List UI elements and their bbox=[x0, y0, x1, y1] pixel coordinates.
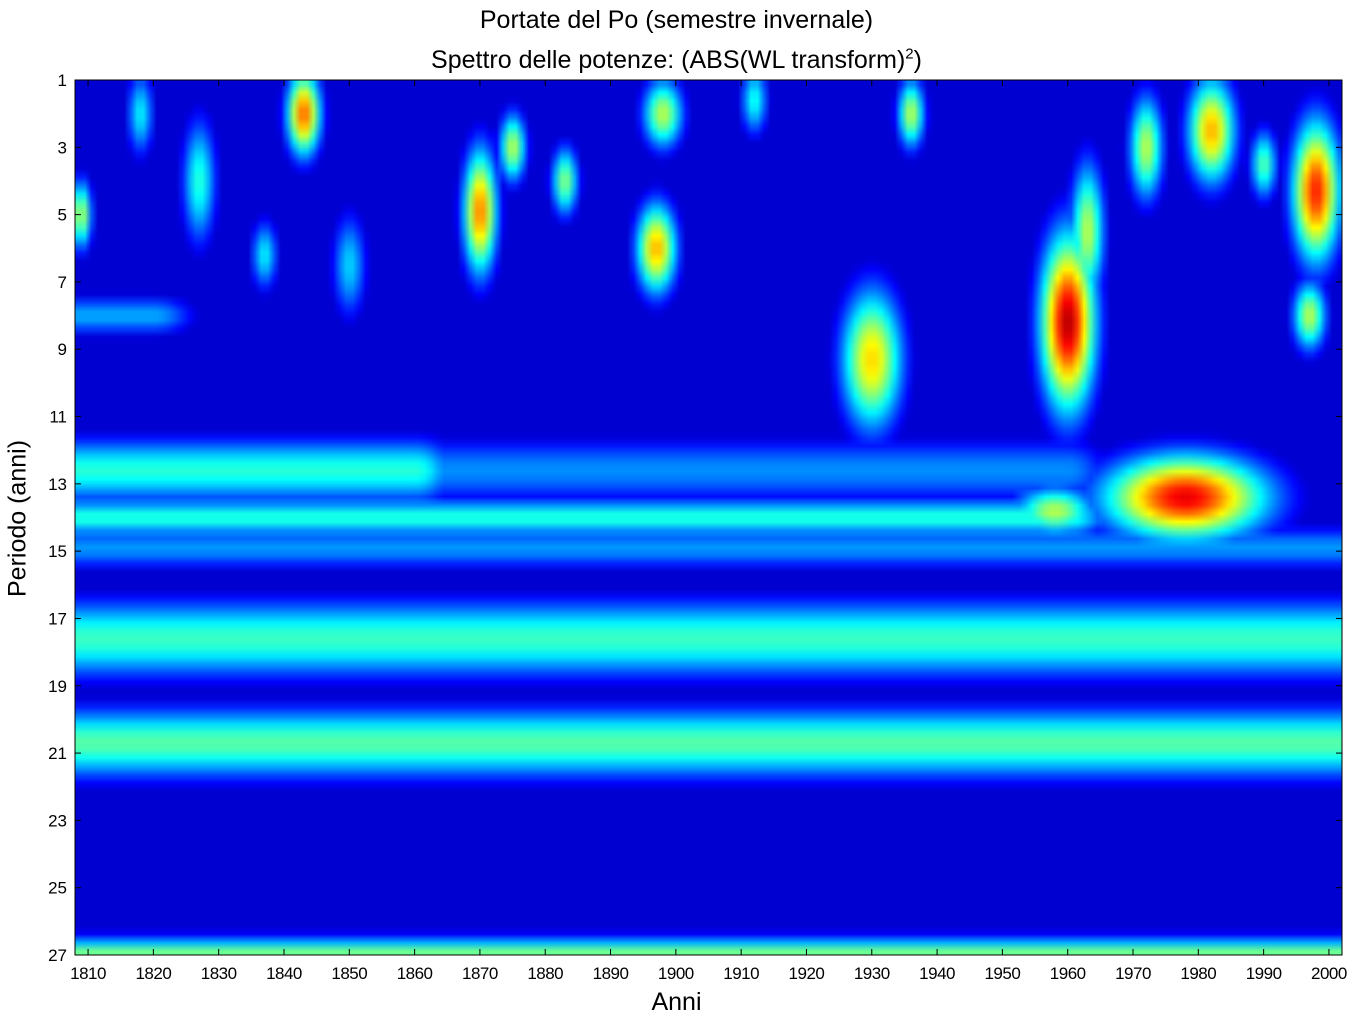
y-tick-label: 11 bbox=[49, 408, 67, 427]
y-tick-label: 23 bbox=[48, 811, 67, 830]
chart-title: Portate del Po (semestre invernale) bbox=[479, 6, 874, 34]
x-tick-label: 1900 bbox=[658, 964, 694, 983]
x-tick-label: 1920 bbox=[789, 964, 825, 983]
chart-subtitle-exponent: 2 bbox=[905, 45, 914, 63]
y-axis-label: Periodo (anni) bbox=[3, 439, 32, 598]
y-tick-label: 25 bbox=[48, 879, 67, 898]
x-tick-label: 1930 bbox=[854, 964, 890, 983]
chart-subtitle: Spettro delle potenze: (ABS(WL transform… bbox=[0, 46, 1353, 74]
chart-subtitle-text: Spettro delle potenze: (ABS(WL transform… bbox=[431, 46, 906, 74]
y-tick-label: 5 bbox=[58, 206, 67, 225]
y-tick-label: 17 bbox=[48, 609, 67, 628]
x-tick-label: 1860 bbox=[397, 964, 433, 983]
y-tick-label: 27 bbox=[48, 946, 67, 965]
x-tick-label: 1910 bbox=[723, 964, 759, 983]
x-tick-label: 1840 bbox=[266, 964, 302, 983]
y-tick-label: 21 bbox=[48, 744, 67, 763]
x-tick-label: 1940 bbox=[919, 964, 955, 983]
x-tick-label: 1960 bbox=[1050, 964, 1086, 983]
x-tick-label: 2000 bbox=[1311, 964, 1347, 983]
x-tick-label: 1970 bbox=[1115, 964, 1151, 983]
x-tick-label: 1890 bbox=[593, 964, 629, 983]
x-tick-label: 1880 bbox=[527, 964, 563, 983]
x-tick-label: 1830 bbox=[201, 964, 237, 983]
x-tick-label: 1870 bbox=[462, 964, 498, 983]
x-tick-label: 1850 bbox=[331, 964, 367, 983]
x-tick-label: 1820 bbox=[135, 964, 171, 983]
y-tick-label: 9 bbox=[58, 340, 67, 359]
x-tick-label: 1990 bbox=[1246, 964, 1282, 983]
plot-frame bbox=[74, 79, 1343, 956]
y-tick-label: 15 bbox=[48, 542, 67, 561]
y-tick-label: 3 bbox=[58, 138, 67, 157]
y-tick-label: 1 bbox=[58, 71, 67, 90]
y-tick-label: 7 bbox=[58, 273, 67, 292]
x-axis-label: Anni bbox=[651, 988, 702, 1016]
x-tick-label: 1980 bbox=[1180, 964, 1216, 983]
x-tick-label: 1950 bbox=[984, 964, 1020, 983]
y-tick-label: 19 bbox=[48, 677, 67, 696]
x-tick-label: 1810 bbox=[70, 964, 106, 983]
y-tick-label: 13 bbox=[48, 475, 67, 494]
heatmap-image bbox=[75, 80, 1342, 955]
chart-subtitle-close: ) bbox=[913, 46, 922, 74]
